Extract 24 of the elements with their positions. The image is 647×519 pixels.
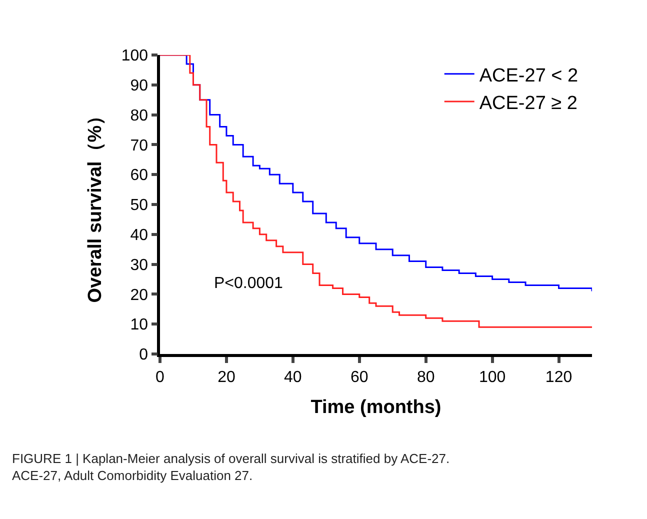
y-tick-label: 20: [130, 286, 148, 304]
caption: FIGURE 1 | Kaplan-Meier analysis of overall survival is stratified by ACE-27. ACE-27, Adult Comorbidity Evaluation 27.: [12, 451, 450, 483]
y-tick-label: 70: [130, 137, 148, 154]
y-tick-label: 80: [130, 107, 148, 124]
legend-label: ACE-27 ≥ 2: [479, 92, 578, 114]
x-tick-label: 100: [478, 368, 506, 386]
y-tick-label: 40: [130, 227, 148, 244]
y-tick-label: 60: [130, 167, 148, 184]
x-tick-label: 40: [284, 368, 302, 386]
y-axis-title: Overall survival（%）: [85, 106, 106, 303]
x-axis-title: Time (months): [310, 396, 442, 418]
legend-label: ACE-27 < 2: [479, 65, 578, 86]
y-tick-label: 50: [130, 197, 148, 214]
y-tick-label: 100: [121, 48, 148, 65]
y-tick-label: 0: [139, 346, 148, 364]
x-tick-label: 20: [218, 368, 236, 386]
y-tick-label: 90: [130, 78, 148, 94]
y-tick-label: 10: [130, 316, 148, 334]
x-tick-label: 60: [350, 368, 368, 386]
x-tick-label: 120: [545, 368, 572, 386]
x-tick-label: 0: [156, 368, 165, 386]
annotation: P<0.0001: [214, 275, 284, 292]
x-tick-label: 80: [416, 368, 435, 386]
y-tick-label: 30: [130, 256, 148, 274]
